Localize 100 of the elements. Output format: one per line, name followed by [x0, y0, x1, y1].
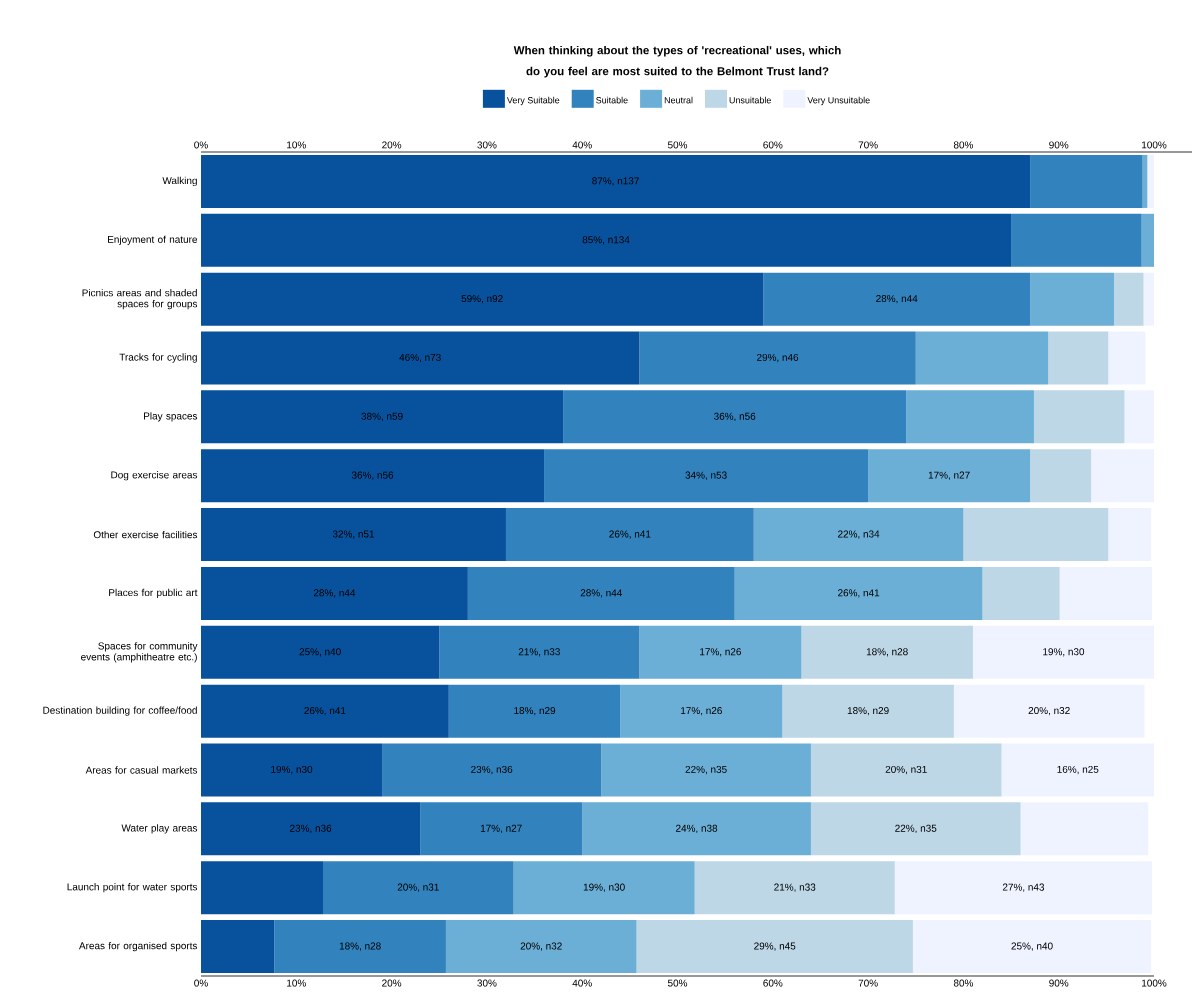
y-tick-label: Areas for organised sports: [78, 941, 198, 952]
bar: [544, 449, 869, 503]
bar: [505, 508, 754, 562]
bar: [201, 213, 1012, 267]
data-label: 26%, n41: [838, 589, 880, 598]
bar: [753, 508, 964, 562]
bar: [201, 802, 421, 856]
legend-label: Suitable: [596, 96, 628, 104]
data-label: 19%, n30: [1043, 648, 1085, 657]
bar: [915, 331, 1049, 385]
bar: [201, 743, 383, 797]
bar: [1108, 508, 1152, 562]
y-tick-label: Dog exercise areas: [111, 471, 198, 481]
data-label: 17%, n26: [700, 648, 741, 657]
data-label: 29%, n46: [757, 353, 799, 363]
data-label: 25%, n40: [299, 648, 341, 657]
bar: [201, 508, 506, 562]
bar: [810, 802, 1021, 856]
bar: [201, 625, 440, 679]
x-tick-label: 50%: [667, 979, 688, 987]
legend-label: Very Unsuitable: [807, 96, 870, 106]
bar: [274, 920, 446, 974]
y-tick-label: Enjoyment of nature: [108, 235, 198, 245]
data-label: 32%, n51: [332, 530, 375, 539]
bar: [1020, 802, 1149, 856]
data-label: 17%, n27: [480, 824, 522, 833]
bar: [1091, 449, 1155, 503]
data-label: 38%, n59: [361, 412, 403, 421]
data-label: 34%, n53: [685, 471, 727, 480]
data-label: 24%, n38: [676, 824, 718, 833]
y-tick-label: Launch point for water sports: [67, 883, 198, 893]
bar: [694, 861, 895, 915]
bar: [201, 331, 640, 385]
data-label: 28%, n44: [580, 589, 623, 598]
bar: [639, 331, 916, 385]
data-label: 20%, n32: [1028, 707, 1070, 716]
bar: [636, 920, 913, 974]
legend-label: Unsuitable: [729, 96, 771, 104]
bar: [601, 743, 811, 797]
x-tick-label: 100%: [1142, 979, 1167, 987]
x-tick-label: 80%: [953, 979, 974, 987]
bar: [982, 566, 1060, 620]
bar: [467, 566, 735, 620]
y-tick-label: Picnics areas and shaded spaces for groups: [82, 289, 198, 310]
data-label: 20%, n31: [885, 765, 927, 775]
data-label: 19%, n30: [271, 765, 313, 775]
bar: [868, 449, 1031, 503]
bar: [1030, 154, 1143, 208]
x-tick-label: 60%: [763, 979, 783, 987]
data-label: 19%, n30: [583, 883, 625, 892]
x2-tick-label: 80%: [953, 141, 974, 149]
legend-label: Neutral: [664, 96, 693, 104]
x2-tick-label: 70%: [858, 141, 878, 149]
data-label: 22%, n35: [685, 765, 727, 775]
x2-tick-label: 30%: [477, 141, 497, 149]
bar: [734, 566, 983, 620]
legend-label: Very Suitable: [506, 96, 560, 106]
data-label: 26%, n41: [609, 530, 651, 539]
y-tick-label: Places for public art: [109, 588, 198, 599]
data-label: 85%, n134: [582, 236, 630, 245]
bar: [1030, 449, 1092, 503]
bar: [1011, 213, 1142, 267]
bar: [563, 390, 907, 444]
bar: [912, 920, 1152, 974]
bar: [1141, 213, 1155, 267]
y-tick-label: Spaces for community events (amphitheatre etc.): [81, 642, 198, 663]
data-label: 17%, n27: [928, 471, 970, 480]
bar: [201, 684, 449, 738]
x2-tick-label: 10%: [287, 141, 306, 149]
data-label: 18%, n28: [866, 648, 908, 657]
data-label: 28%, n44: [313, 589, 356, 598]
bar: [1113, 272, 1144, 326]
data-label: 25%, n40: [1011, 942, 1053, 951]
y-tick-label: Play spaces: [144, 412, 198, 422]
data-label: 20%, n31: [397, 883, 439, 892]
bar: [906, 390, 1034, 444]
bar: [1059, 566, 1153, 620]
y-tick-label: Walking: [162, 176, 197, 187]
x2-tick-label: 90%: [1049, 141, 1069, 149]
bar: [763, 272, 1031, 326]
bar: [1001, 743, 1155, 797]
y-tick-label: Water play areas: [121, 824, 198, 834]
bar: [513, 861, 695, 915]
y-tick-label: Areas for casual markets: [85, 766, 198, 774]
y-tick-label: Destination building for coffee/food: [43, 706, 197, 716]
y-tick-label: Other exercise facilities: [93, 530, 198, 539]
data-label: 22%, n34: [838, 530, 880, 539]
x2-tick-label: 0%: [194, 141, 208, 149]
x-tick-label: 20%: [382, 979, 402, 987]
data-label: 21%, n33: [774, 883, 816, 892]
bar: [1108, 331, 1146, 385]
x2-tick-label: 20%: [382, 141, 402, 149]
data-label: 26%, n41: [304, 707, 346, 716]
bar: [582, 802, 811, 856]
x2-tick-label: 60%: [763, 141, 783, 149]
data-label: 18%, n29: [847, 707, 889, 716]
bar: [972, 625, 1155, 679]
x-tick-label: 30%: [477, 979, 497, 987]
bar: [420, 802, 583, 856]
data-label: 27%, n43: [1002, 883, 1045, 892]
